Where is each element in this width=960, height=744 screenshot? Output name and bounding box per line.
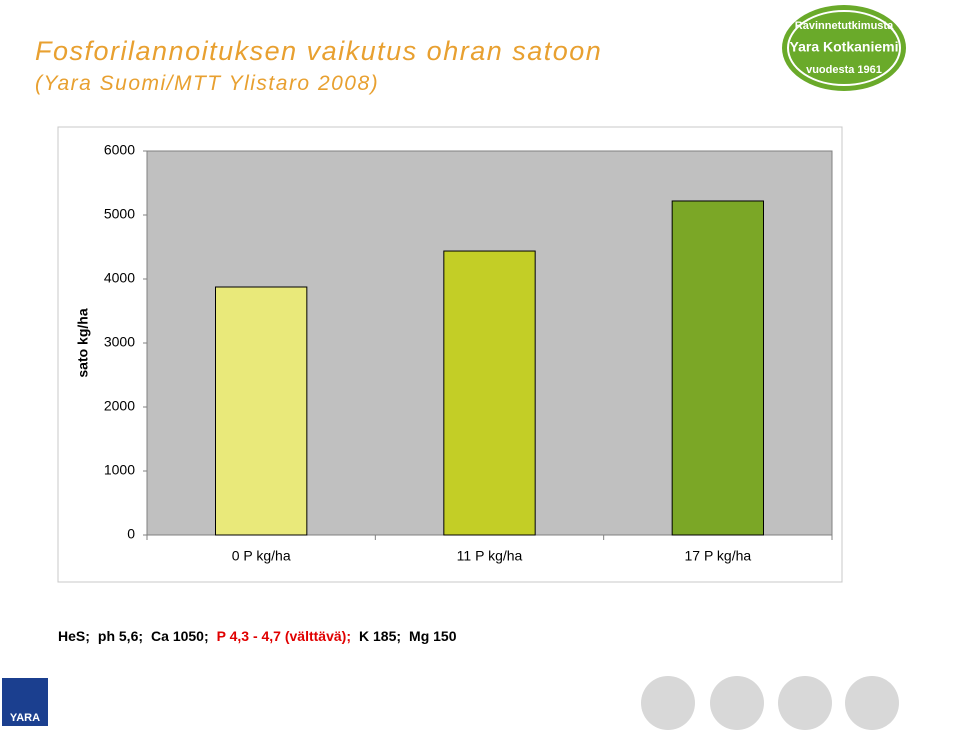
y-tick-label: 5000 <box>104 206 135 222</box>
brand: YARA <box>10 712 40 724</box>
footer-decor: YARA <box>2 676 899 730</box>
logo-text: Ravinnetutkimusta <box>795 20 894 32</box>
footnote-part: Ca 1050; <box>151 628 209 644</box>
logo-text: vuodesta 1961 <box>806 64 882 76</box>
footnote-part: P 4,3 - 4,7 (välttävä); <box>216 628 351 644</box>
subtitle: (Yara Suomi/MTT Ylistaro 2008) <box>35 72 380 95</box>
y-tick-label: 2000 <box>104 398 135 414</box>
bar <box>671 200 765 536</box>
y-tick-label: 6000 <box>104 142 135 158</box>
footnote-part: K 185; <box>359 628 402 644</box>
footnote-part: ph 5,6; <box>97 628 144 644</box>
title: Fosforilannoituksen vaikutus ohran satoo… <box>35 36 603 66</box>
logo-badge: Ravinnetutkimusta Yara Kotkaniemi vuodes… <box>782 5 906 91</box>
chart: sato kg/ha 0 1000 2000 3000 4000 5000 6000 0 P … <box>57 126 843 583</box>
y-axis-label: sato kg/ha <box>75 308 91 377</box>
logo-text: Yara Kotkaniemi <box>790 39 899 55</box>
footnote-part: Mg 150 <box>409 628 457 644</box>
y-tick-label: 1000 <box>104 462 135 478</box>
y-tick-label: 4000 <box>104 270 135 286</box>
bar <box>215 286 308 536</box>
bar <box>443 250 536 536</box>
footnote: HeS; ph 5,6; Ca 1050; P 4,3 - 4,7 (välttävä… <box>58 628 465 644</box>
x-tick-label: 11 P kg/ha <box>457 548 523 564</box>
y-tick-label: 0 <box>127 526 135 542</box>
x-tick-label: 0 P kg/ha <box>232 548 291 564</box>
footnote-part: HeS; <box>58 628 90 644</box>
x-tick-label: 17 P kg/ha <box>684 548 751 564</box>
y-tick-label: 3000 <box>104 334 135 350</box>
